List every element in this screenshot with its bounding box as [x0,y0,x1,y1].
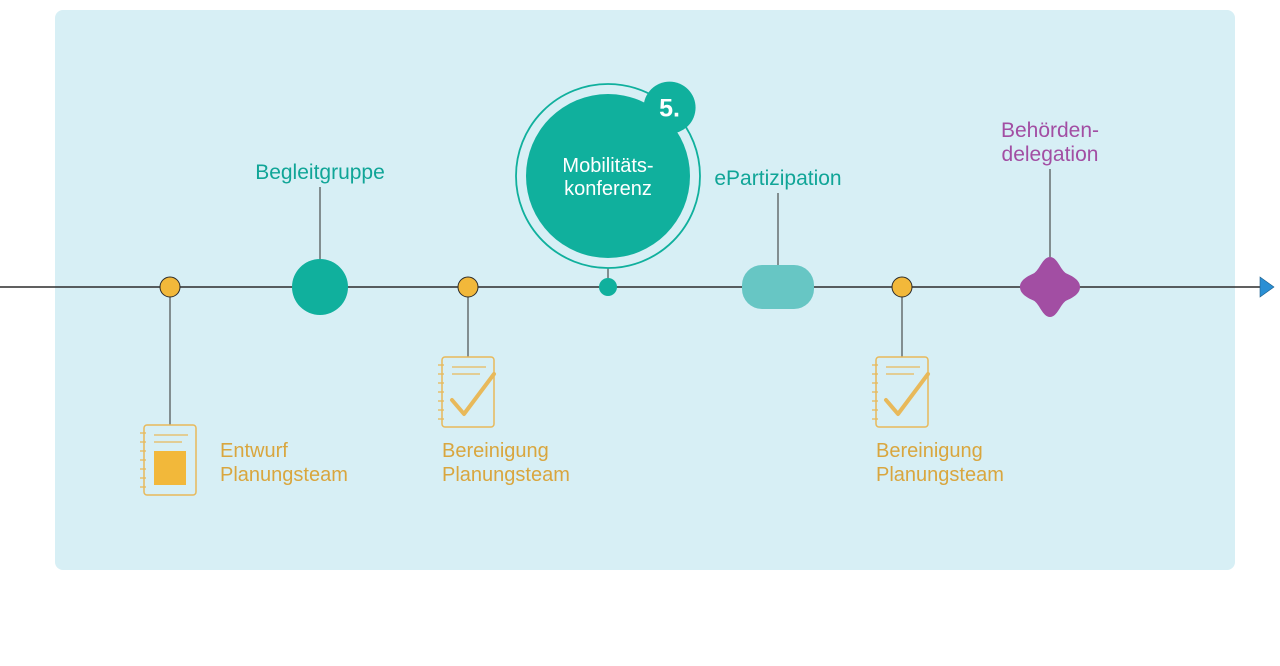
node-marker [458,277,478,297]
timeline-arrow-icon [1260,277,1274,297]
step-badge-text: 5. [659,94,680,122]
node-label: Bereinigung [876,440,983,462]
node-label: ePartizipation [714,167,841,190]
node-marker [599,278,617,296]
bubble-text: konferenz [564,178,652,200]
diagram-svg: EntwurfPlanungsteamBegleitgruppeBereinig… [0,0,1280,666]
node-label: delegation [1002,143,1099,166]
node-label: Begleitgruppe [255,161,385,184]
node-label: Entwurf [220,440,288,462]
node-marker [292,259,348,315]
bubble-text: Mobilitäts- [562,155,653,177]
node-marker [892,277,912,297]
node-label: Planungsteam [442,464,570,486]
node-label: Planungsteam [220,464,348,486]
node-label: Behörden- [1001,119,1099,142]
node-label: Bereinigung [442,440,549,462]
node-marker [160,277,180,297]
node-marker [742,265,814,309]
node-label: Planungsteam [876,464,1004,486]
process-diagram: { "canvas": { "width": 1280, "height": 6… [0,0,1280,666]
